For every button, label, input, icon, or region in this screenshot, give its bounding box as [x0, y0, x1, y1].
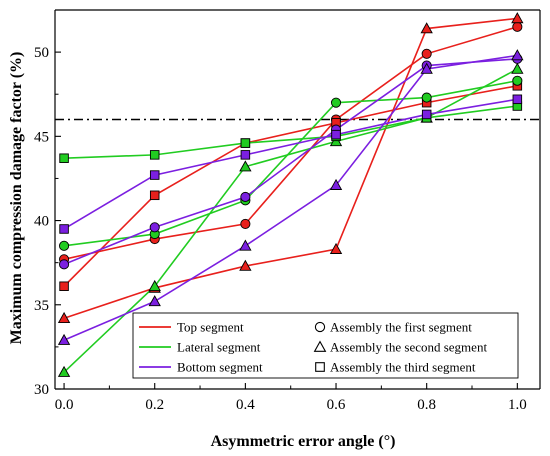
data-point-lateral-triangle	[148, 279, 161, 292]
data-point-top-triangle	[511, 12, 524, 24]
data-point-bottom-circle	[149, 222, 160, 233]
data-point-bottom-square	[331, 129, 341, 140]
x-tick-label: 0.8	[417, 397, 436, 413]
data-point-lateral-circle	[59, 240, 70, 251]
series-line-lateral-triangle	[63, 68, 518, 373]
data-point-bottom-square	[240, 150, 251, 160]
legend-line-label: Lateral segment	[177, 340, 261, 355]
data-point-top-triangle	[239, 259, 252, 271]
data-point-bottom-square	[59, 224, 69, 234]
data-point-bottom-triangle	[420, 62, 433, 74]
series-line-lateral-circle	[63, 79, 518, 247]
data-point-top-circle	[512, 21, 523, 32]
y-tick-label: 40	[34, 214, 49, 230]
x-tick-label: 0.6	[327, 397, 346, 413]
data-point-top-square	[149, 190, 160, 201]
y-tick-label: 45	[34, 129, 49, 145]
series-line-top-triangle	[63, 17, 518, 320]
series-line-top-circle	[63, 26, 518, 261]
series-line-bottom-square	[63, 98, 518, 230]
legend-marker-label: Assembly the second segment	[330, 340, 487, 355]
x-tick-label: 0.0	[55, 397, 74, 413]
data-point-bottom-square	[512, 94, 523, 105]
series-line-bottom-triangle	[63, 54, 518, 341]
data-point-bottom-triangle	[148, 295, 161, 307]
data-point-lateral-triangle	[511, 62, 524, 74]
data-point-top-circle	[240, 218, 251, 229]
data-point-bottom-circle	[59, 259, 70, 270]
y-tick-label: 50	[34, 45, 49, 61]
data-point-lateral-triangle	[239, 160, 252, 172]
x-tick-label: 0.4	[236, 397, 255, 413]
data-point-lateral-square	[149, 150, 160, 160]
data-point-lateral-circle	[330, 97, 342, 108]
x-tick-label: 1.0	[508, 397, 527, 413]
x-axis-title: Asymmetric error angle (°)	[211, 433, 396, 450]
data-point-lateral-circle	[512, 75, 523, 86]
y-tick-label: 35	[34, 298, 49, 314]
y-axis-title: Maximum compression damage factor (%)	[8, 52, 25, 345]
y-tick-label: 30	[34, 382, 49, 398]
data-point-bottom-triangle	[329, 178, 343, 190]
data-point-bottom-square	[421, 109, 432, 120]
data-point-top-triangle	[57, 311, 71, 324]
legend-marker-square	[315, 362, 325, 372]
data-point-top-square	[59, 281, 69, 291]
data-point-bottom-circle	[240, 191, 251, 203]
legend-marker-circle	[314, 321, 326, 333]
series-line-lateral-square	[64, 105, 518, 160]
series-line-top-square	[63, 85, 518, 287]
data-point-bottom-square	[149, 170, 160, 180]
data-point-lateral-square	[240, 138, 251, 148]
legend-marker-label: Assembly the first segment	[330, 320, 472, 335]
data-point-lateral-triangle	[57, 365, 71, 377]
data-point-bottom-triangle	[239, 239, 252, 251]
data-point-lateral-square	[59, 153, 69, 163]
x-tick-label: 0.2	[145, 397, 164, 413]
data-point-top-circle	[421, 48, 432, 59]
data-point-top-triangle	[420, 22, 433, 34]
data-point-lateral-circle	[421, 92, 432, 103]
legend-box	[132, 312, 519, 379]
data-point-bottom-triangle	[57, 333, 71, 345]
legend-marker-label: Assembly the third segment	[330, 360, 476, 375]
legend-line-label: Top segment	[177, 320, 244, 335]
data-point-bottom-triangle	[511, 49, 524, 61]
data-point-top-triangle	[329, 242, 343, 254]
series-line-bottom-circle	[63, 58, 518, 266]
legend-line-label: Bottom segment	[177, 360, 263, 375]
legend-marker-triangle	[313, 340, 327, 352]
